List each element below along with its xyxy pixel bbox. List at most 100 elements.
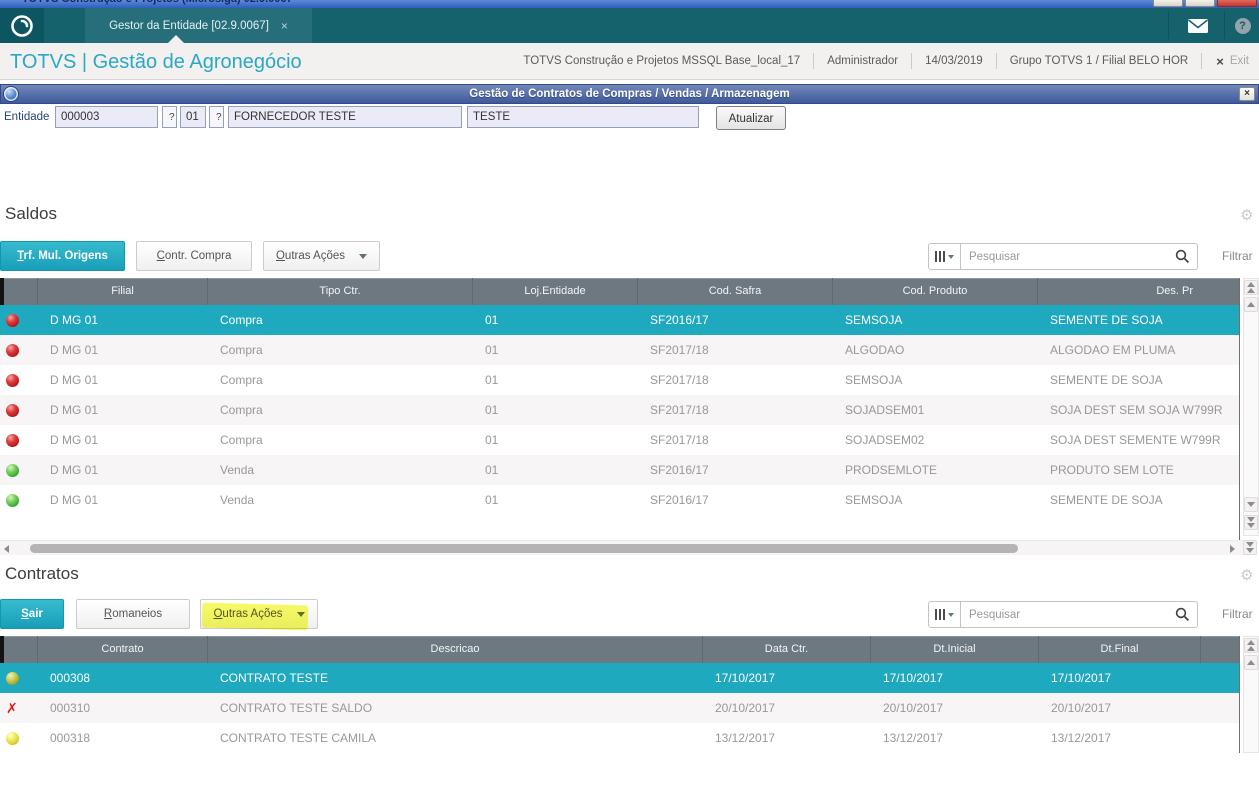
saldos-settings-gear-icon[interactable]: ⚙ — [1240, 207, 1254, 224]
scroll-corner-button[interactable] — [1243, 540, 1257, 555]
saldos-vertical-scrollbar[interactable] — [1243, 278, 1259, 536]
cell: PRODUTO SEM LOTE — [1050, 463, 1174, 477]
store-code-field[interactable] — [180, 106, 206, 128]
tab-gestor-da-entidade[interactable]: Gestor da Entidade [02.9.0067] × — [85, 8, 312, 43]
table-row[interactable]: D MG 01 Venda 01 SF2016/17 PRODSEMLOTE PRODUT… — [0, 455, 1240, 485]
romaneios-button[interactable]: Romaneios — [76, 599, 190, 629]
contratos-vertical-scrollbar[interactable] — [1243, 636, 1259, 753]
table-row[interactable]: D MG 01 Compra 01 SF2017/18 SOJADSEM01 SOJA D… — [0, 395, 1240, 425]
contratos-search-input[interactable] — [961, 608, 1175, 621]
table-row[interactable]: D MG 01 Venda 01 SF2016/17 SEMSOJA SEMENTE DE… — [0, 485, 1240, 515]
saldos-grid-header: Filial Tipo Ctr. Loj.Entidade Cod. Safra Cod… — [0, 278, 1240, 305]
status-olive-icon — [6, 671, 19, 685]
entity-code-field[interactable] — [55, 106, 158, 128]
table-row[interactable]: D MG 01 Compra 01 SF2017/18 ALGODAO ALGODAO E… — [0, 335, 1240, 365]
column-header[interactable]: Tipo Ctr. — [208, 278, 473, 305]
saldos-outras-acoes-button[interactable]: Outras Ações — [263, 241, 380, 271]
cell: SEMSOJA — [845, 313, 903, 327]
totvs-logo-icon — [11, 14, 33, 37]
cell: D MG 01 — [50, 313, 99, 327]
store-lookup-button[interactable]: ? — [209, 106, 224, 128]
column-header[interactable]: Cod. Safra — [638, 278, 833, 305]
contratos-grid: Contrato Descricao Data Ctr. Dt.Inicial Dt.F… — [0, 636, 1240, 753]
window-close-button[interactable] — [1217, 0, 1257, 7]
tab-label: Gestor da Entidade [02.9.0067] — [109, 19, 269, 32]
column-header[interactable]: Loj.Entidade — [473, 278, 638, 305]
window-maximize-button[interactable] — [1185, 0, 1215, 7]
cell: PRODSEMLOTE — [845, 463, 938, 477]
scroll-left-icon[interactable] — [4, 545, 9, 553]
cell: SF2017/18 — [650, 403, 709, 417]
entity-lookup-button[interactable]: ? — [162, 106, 177, 128]
cell: Compra — [220, 403, 263, 417]
contratos-settings-gear-icon[interactable]: ⚙ — [1240, 567, 1254, 584]
table-row[interactable]: D MG 01 Compra 01 SF2016/17 SEMSOJA SEMENTE D… — [0, 305, 1240, 335]
cell: 000308 — [50, 671, 91, 685]
column-header[interactable] — [0, 636, 38, 663]
table-row[interactable]: 000308 CONTRATO TESTE 17/10/2017 17/10/2017… — [0, 663, 1240, 693]
saldos-column-chooser-button[interactable] — [928, 243, 961, 270]
column-header[interactable]: Contrato — [38, 636, 208, 663]
cell: 01 — [485, 373, 499, 387]
tab-close-icon[interactable]: × — [280, 18, 288, 33]
cell: SF2017/18 — [650, 343, 709, 357]
column-header[interactable] — [1201, 636, 1240, 663]
status-red-icon — [6, 373, 19, 387]
cell: 20/10/2017 — [715, 701, 776, 715]
refresh-button[interactable]: Atualizar — [716, 106, 786, 130]
cell: Venda — [220, 463, 255, 477]
column-header[interactable]: Filial — [38, 278, 208, 305]
scroll-top-button[interactable] — [1244, 638, 1258, 653]
cell: 01 — [485, 343, 499, 357]
table-row[interactable]: D MG 01 Compra 01 SF2017/18 SEMSOJA SEMENTE D… — [0, 365, 1240, 395]
saldos-search-input[interactable] — [961, 250, 1175, 263]
window-minimize-button[interactable] — [1153, 0, 1183, 7]
column-header[interactable]: Cod. Produto — [833, 278, 1038, 305]
search-icon — [1175, 607, 1190, 622]
grid-right-border — [1239, 278, 1240, 555]
mail-button[interactable] — [1172, 8, 1224, 43]
entity-nickname-field[interactable] — [467, 106, 699, 128]
scroll-right-icon[interactable] — [1230, 545, 1235, 553]
status-red-icon — [6, 343, 19, 357]
scroll-up-button[interactable] — [1244, 655, 1258, 670]
contr-compra-button[interactable]: Contr. Compra — [136, 241, 252, 271]
horizontal-scroll-thumb[interactable] — [30, 544, 1018, 553]
status-cell — [0, 425, 38, 455]
table-row[interactable]: 000318 CONTRATO TESTE CAMILA 13/12/2017 13/… — [0, 723, 1240, 753]
saldos-grid-body: D MG 01 Compra 01 SF2016/17 SEMSOJA SEMENTE D… — [0, 305, 1240, 515]
column-header[interactable]: Dt.Final — [1039, 636, 1201, 663]
entity-form: Entidade ? ? Atualizar — [0, 106, 1259, 134]
trf-mul-origens-button[interactable]: Trf. Mul. Origens — [0, 241, 125, 271]
scroll-bottom-button[interactable] — [1244, 515, 1258, 530]
dialog-close-button[interactable]: × — [1239, 87, 1255, 101]
grid-right-border — [1239, 636, 1240, 753]
column-header[interactable] — [0, 278, 38, 305]
contratos-column-chooser-button[interactable] — [928, 601, 961, 628]
column-header[interactable]: Descricao — [208, 636, 703, 663]
table-row[interactable]: ✗ 000310 CONTRATO TESTE SALDO 20/10/2017 20/… — [0, 693, 1240, 723]
column-header[interactable]: Dt.Inicial — [871, 636, 1039, 663]
status-red-icon — [6, 313, 19, 327]
button-label: Outras Ações — [213, 608, 283, 620]
entity-name-field[interactable] — [228, 106, 462, 128]
scroll-down-button[interactable] — [1244, 497, 1258, 512]
help-button[interactable]: ? — [1226, 8, 1259, 43]
column-header[interactable]: Des. Pr — [1038, 278, 1240, 305]
scroll-top-button[interactable] — [1244, 280, 1258, 295]
sair-button[interactable]: Sair — [0, 599, 64, 629]
saldos-filter-link[interactable]: Filtrar — [1222, 249, 1253, 263]
scroll-up-button[interactable] — [1244, 297, 1258, 312]
contratos-outras-acoes-button[interactable]: Outras Ações — [200, 599, 318, 629]
table-row[interactable]: D MG 01 Compra 01 SF2017/18 SOJADSEM02 SOJA D… — [0, 425, 1240, 455]
cell: Compra — [220, 313, 263, 327]
app-header: TOTVS | Gestão de Agronegócio TOTVS Cons… — [0, 43, 1259, 80]
contratos-filter-link[interactable]: Filtrar — [1222, 607, 1253, 621]
column-header[interactable]: Data Ctr. — [703, 636, 871, 663]
exit-x-icon[interactable]: × — [1216, 53, 1224, 69]
status-cell — [0, 663, 38, 693]
saldos-horizontal-scrollbar[interactable] — [0, 540, 1243, 555]
exit-label[interactable]: Exit — [1229, 55, 1249, 67]
cell: 20/10/2017 — [1051, 701, 1112, 715]
cell: Compra — [220, 433, 263, 447]
